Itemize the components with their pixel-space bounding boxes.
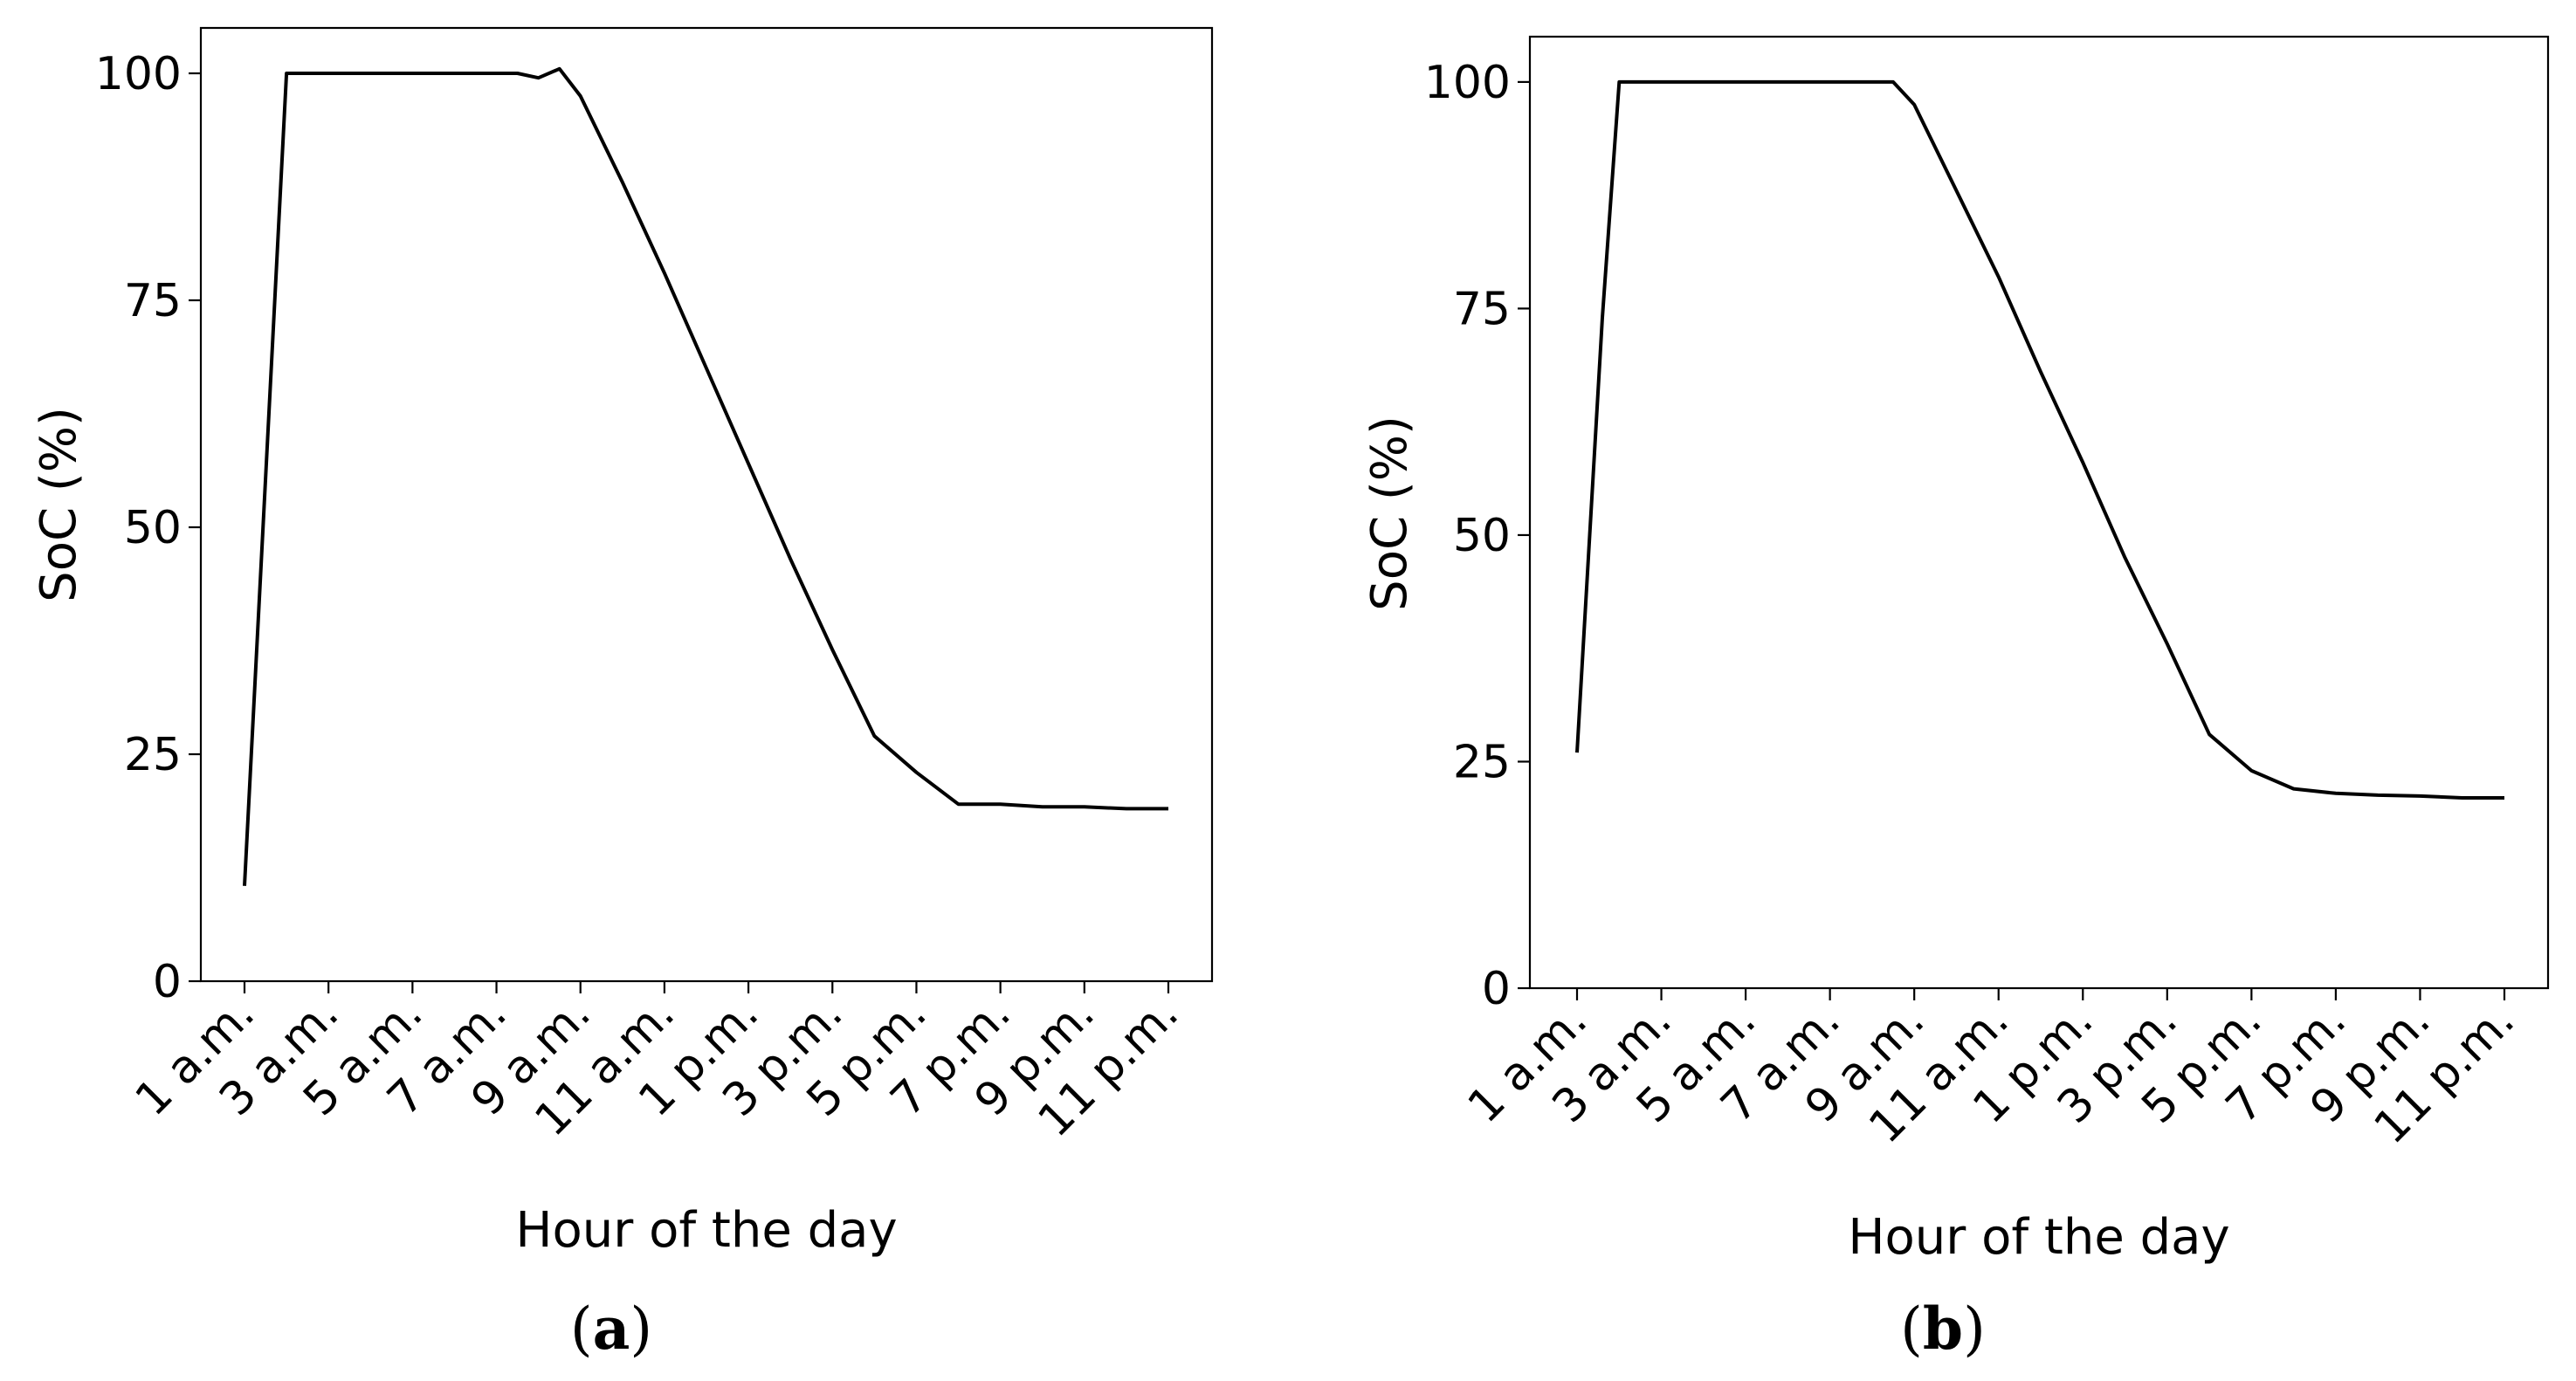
y-tick-label: 50 <box>124 502 182 554</box>
y-tick-label: 25 <box>1453 736 1511 788</box>
y-tick-label: 75 <box>124 275 182 327</box>
y-ticks: 0 25 50 75 100 <box>95 48 201 1008</box>
soc-line <box>243 66 1168 886</box>
y-tick-label: 25 <box>124 729 182 781</box>
plot-frame <box>199 26 1214 983</box>
y-tick-label: 75 <box>1453 283 1511 335</box>
x-axis-title: Hour of the day <box>1848 1209 2229 1266</box>
plot-frame <box>1528 35 2550 990</box>
y-tick-label: 50 <box>1453 510 1511 562</box>
panel-label: (a) <box>570 1295 652 1363</box>
panel-letter: a <box>593 1295 630 1363</box>
y-ticks: 0 25 50 75 100 <box>1424 57 1530 1015</box>
y-tick-label: 0 <box>1482 963 1511 1015</box>
chart-panel-a: 0 25 50 75 100 1 a.m.3 a.m.5 a.m.7 a.m.9 a.m… <box>31 26 1214 1363</box>
x-ticks: 1 a.m.3 a.m.5 a.m.7 a.m.9 a.m.11 a.m.1 p… <box>1458 988 2524 1154</box>
chart-panel-b: 0 25 50 75 100 1 a.m.3 a.m.5 a.m.7 a.m.9 a.m… <box>1361 35 2550 1363</box>
y-axis-title: SoC (%) <box>31 407 87 602</box>
x-axis-title: Hour of the day <box>515 1202 897 1259</box>
y-tick-label: 100 <box>95 48 182 100</box>
soc-line <box>1575 79 2504 800</box>
x-ticks: 1 a.m.3 a.m.5 a.m.7 a.m.9 a.m.11 a.m.1 p… <box>126 981 1188 1147</box>
y-axis-title: SoC (%) <box>1361 416 1418 611</box>
y-tick-label: 100 <box>1424 57 1511 109</box>
panel-letter: b <box>1923 1295 1963 1363</box>
y-tick-label: 0 <box>153 956 182 1008</box>
panel-label: (b) <box>1900 1295 1986 1363</box>
